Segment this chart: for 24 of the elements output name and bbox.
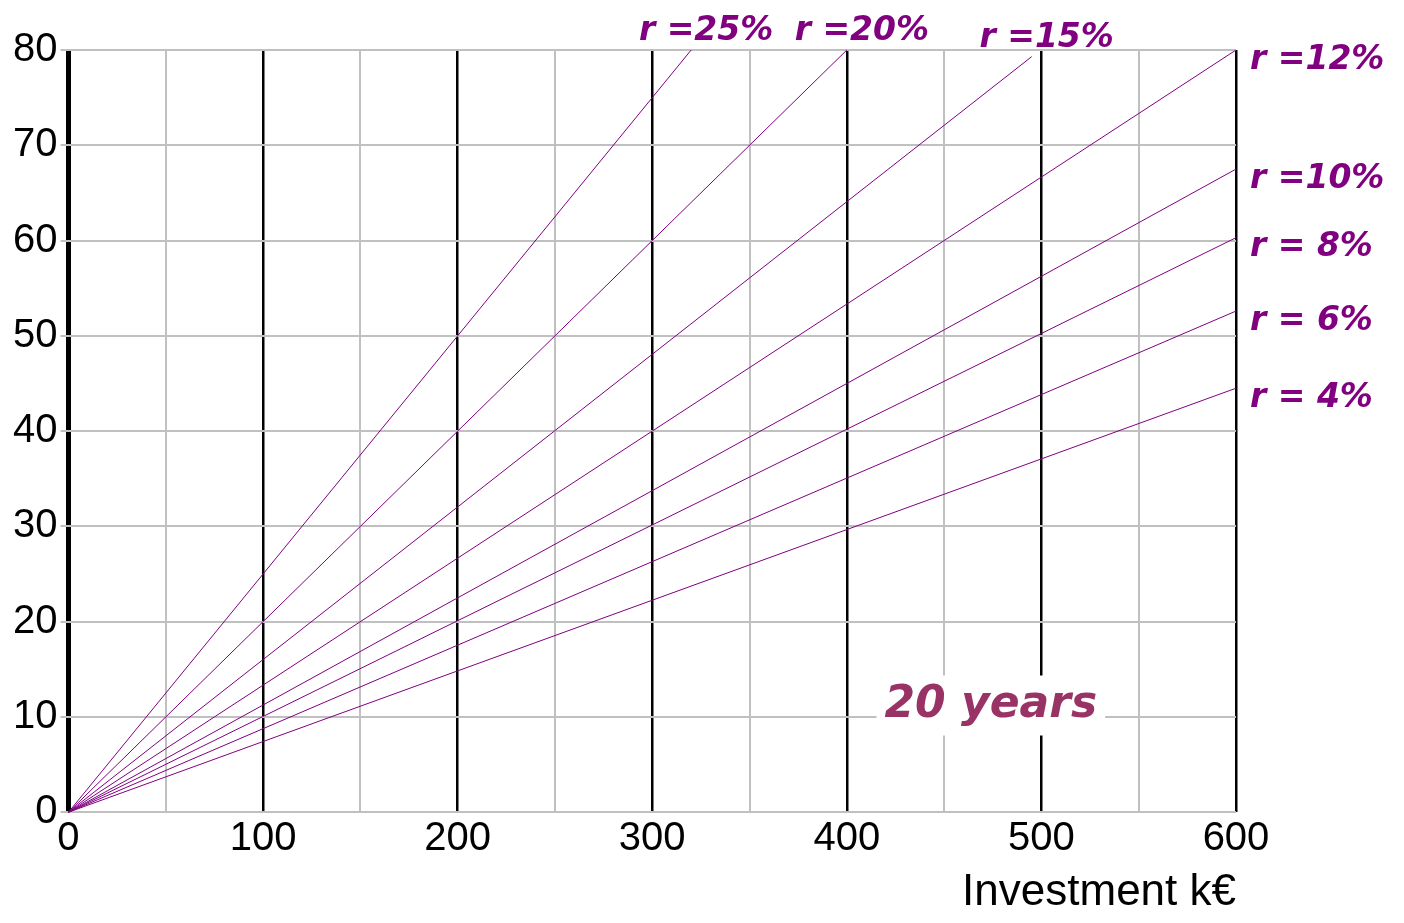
x-tick-label: 500 bbox=[1008, 814, 1075, 859]
y-tick-label: 60 bbox=[12, 215, 58, 260]
x-axis-title: Investment k€ bbox=[962, 864, 1236, 914]
y-tick-label: 40 bbox=[12, 406, 58, 451]
series-label: r = 6% bbox=[1250, 298, 1373, 338]
y-tick-label: 70 bbox=[12, 120, 58, 165]
x-tick-label: 600 bbox=[1202, 814, 1270, 859]
y-tick-label: 80 bbox=[12, 25, 58, 70]
series-label: r =25% bbox=[638, 9, 774, 49]
annotation: 20 years bbox=[884, 675, 1098, 727]
y-tick-label: 50 bbox=[12, 310, 58, 355]
x-tick-label: 100 bbox=[229, 814, 297, 859]
x-tick-label: 200 bbox=[424, 814, 492, 859]
series-label: r =12% bbox=[1250, 37, 1385, 77]
x-tick-label: 400 bbox=[813, 814, 881, 859]
series-label: r = 4% bbox=[1250, 375, 1373, 415]
y-tick-label: 10 bbox=[12, 691, 58, 736]
series-label: r =15% bbox=[979, 15, 1114, 55]
x-tick-label: 300 bbox=[618, 814, 686, 859]
series-label: r =10% bbox=[1250, 156, 1385, 196]
series-label: r = 8% bbox=[1250, 225, 1373, 265]
series-label: r =20% bbox=[794, 9, 930, 49]
y-tick-label: 30 bbox=[12, 501, 58, 546]
y-tick-label: 20 bbox=[12, 596, 58, 641]
